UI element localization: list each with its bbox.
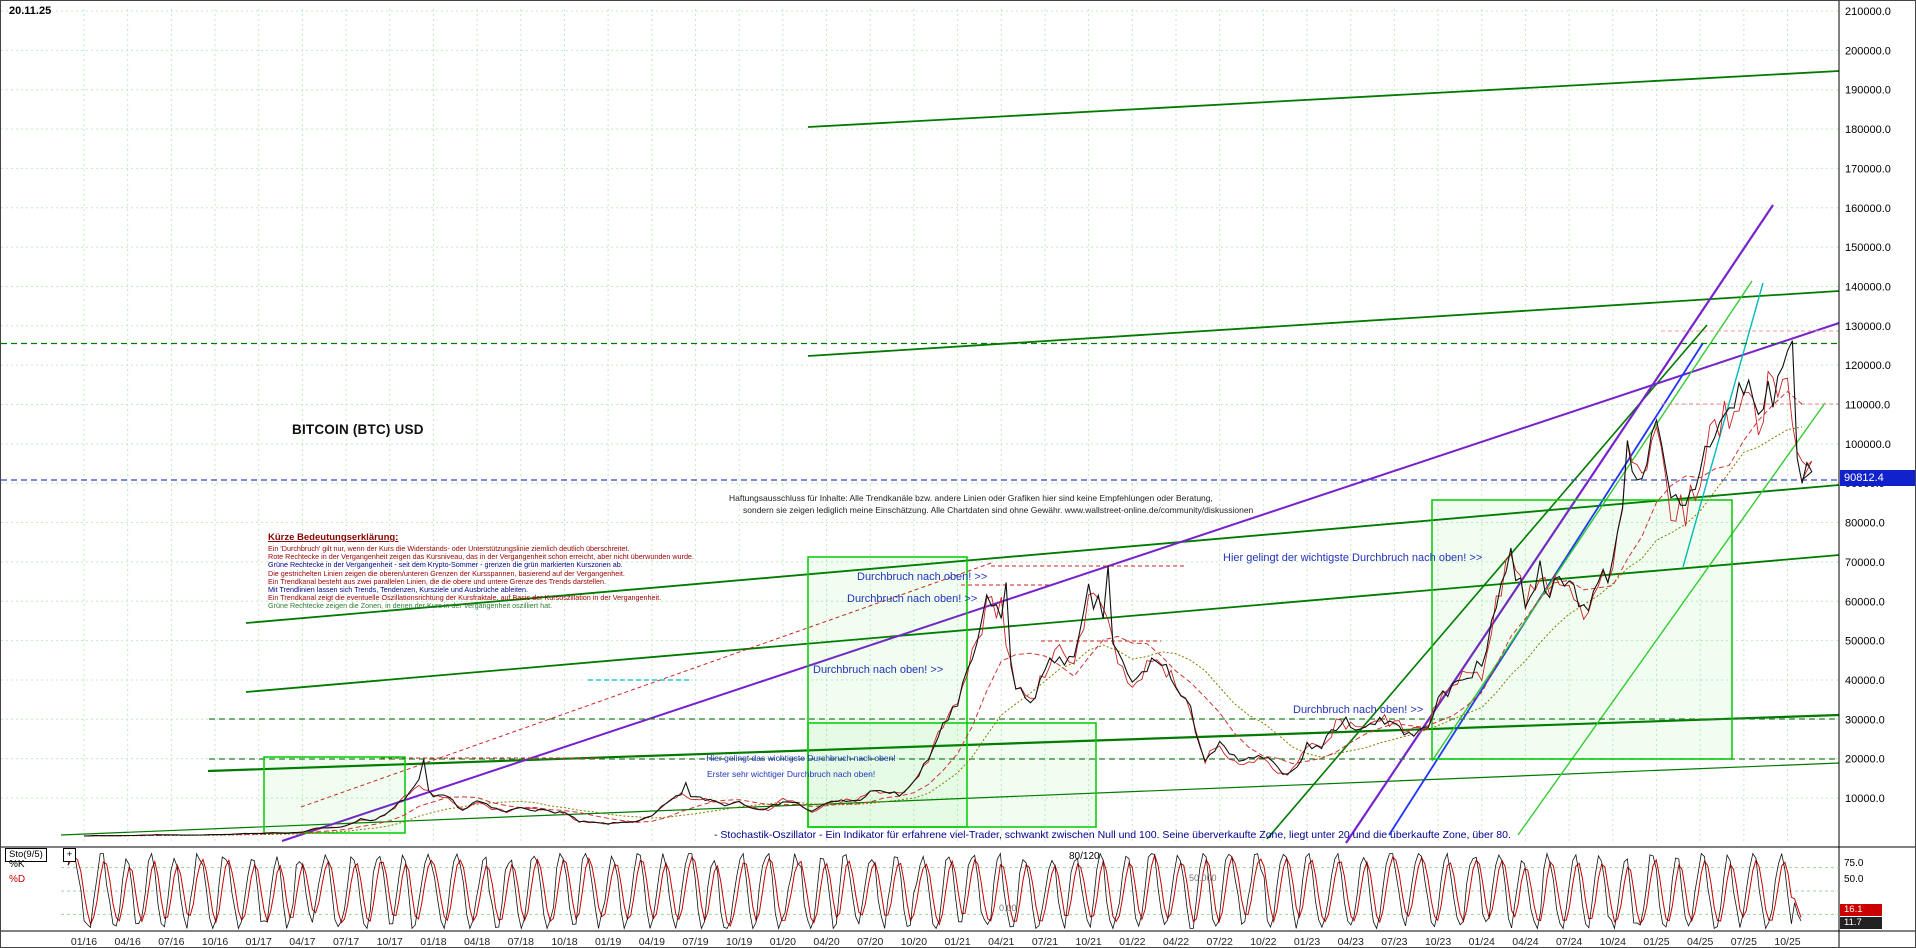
x-axis-label: 07/23 bbox=[1381, 936, 1407, 948]
x-axis-label: 01/17 bbox=[246, 936, 272, 948]
x-axis-label: 07/21 bbox=[1032, 936, 1058, 948]
x-axis-label: 07/17 bbox=[333, 936, 359, 948]
x-axis-label: 10/21 bbox=[1075, 936, 1101, 948]
y-axis-label: 150000.0 bbox=[1845, 242, 1891, 254]
trend-line bbox=[1682, 282, 1764, 568]
x-axis-label: 01/24 bbox=[1469, 936, 1495, 948]
x-axis-label: 10/23 bbox=[1425, 936, 1451, 948]
y-axis-label: 190000.0 bbox=[1845, 85, 1891, 97]
price-series-black bbox=[83, 340, 1813, 837]
x-axis-label: 01/20 bbox=[770, 936, 796, 948]
y-axis-label: 40000.0 bbox=[1845, 675, 1885, 687]
y-axis-label: 180000.0 bbox=[1845, 124, 1891, 136]
trend-line bbox=[807, 290, 1840, 357]
trend-line bbox=[207, 713, 1840, 773]
zone-box bbox=[263, 756, 406, 834]
x-axis-label: 07/18 bbox=[508, 936, 534, 948]
x-axis-label: 07/20 bbox=[857, 936, 883, 948]
x-axis-label: 10/18 bbox=[551, 936, 577, 948]
zone-box bbox=[807, 556, 968, 828]
x-axis-label: 10/25 bbox=[1774, 936, 1800, 948]
dashed-line bbox=[300, 561, 995, 808]
x-axis-label: 01/18 bbox=[420, 936, 446, 948]
x-axis-label: 10/20 bbox=[901, 936, 927, 948]
x-axis-label: 01/16 bbox=[71, 936, 97, 948]
y-axis-label: 60000.0 bbox=[1845, 596, 1885, 608]
zone-box bbox=[807, 722, 1097, 828]
x-axis-label: 04/19 bbox=[639, 936, 665, 948]
y-axis-label: 200000.0 bbox=[1845, 45, 1891, 57]
trend-line bbox=[60, 762, 1840, 836]
moving-average-fast bbox=[83, 390, 1803, 837]
x-axis-label: 01/25 bbox=[1643, 936, 1669, 948]
moving-average-slow bbox=[83, 426, 1803, 837]
x-axis-label: 10/24 bbox=[1600, 936, 1626, 948]
x-axis-label: 04/23 bbox=[1338, 936, 1364, 948]
x-axis-label: 04/17 bbox=[289, 936, 315, 948]
x-axis-label: 01/22 bbox=[1119, 936, 1145, 948]
zone-box bbox=[1431, 499, 1733, 760]
trend-line bbox=[1517, 402, 1826, 836]
x-axis-label: 10/22 bbox=[1250, 936, 1276, 948]
x-axis-label: 04/18 bbox=[464, 936, 490, 948]
y-axis-label: 20000.0 bbox=[1845, 754, 1885, 766]
trend-line bbox=[245, 554, 1840, 693]
x-axis-label: 10/17 bbox=[377, 936, 403, 948]
y-axis-label: 170000.0 bbox=[1845, 163, 1891, 175]
y-axis-label: 100000.0 bbox=[1845, 439, 1891, 451]
y-axis-label: 80000.0 bbox=[1845, 518, 1885, 530]
y-axis-label: 70000.0 bbox=[1845, 557, 1885, 569]
x-axis-label: 01/23 bbox=[1294, 936, 1320, 948]
y-axis-label: 30000.0 bbox=[1845, 714, 1885, 726]
y-axis-label: 160000.0 bbox=[1845, 203, 1891, 215]
trend-line bbox=[1266, 324, 1708, 840]
x-axis-label: 07/22 bbox=[1207, 936, 1233, 948]
x-axis-label: 10/16 bbox=[202, 936, 228, 948]
y-axis-label: 90000.0 bbox=[1845, 478, 1885, 490]
stochastic-indicator-button[interactable]: Sto(9/5) bbox=[5, 848, 47, 862]
y-axis-label: 130000.0 bbox=[1845, 321, 1891, 333]
x-axis-label: 04/25 bbox=[1687, 936, 1713, 948]
x-axis-label: 04/24 bbox=[1512, 936, 1538, 948]
x-axis-label: 04/20 bbox=[813, 936, 839, 948]
oscillator-k-line bbox=[67, 852, 1802, 930]
x-axis-label: 07/25 bbox=[1731, 936, 1757, 948]
x-axis-label: 01/19 bbox=[595, 936, 621, 948]
x-axis-label: 07/16 bbox=[158, 936, 184, 948]
trend-line bbox=[1431, 280, 1753, 762]
x-axis-label: 04/21 bbox=[988, 936, 1014, 948]
y-axis-label: 50000.0 bbox=[1845, 636, 1885, 648]
y-axis-label: 10000.0 bbox=[1845, 793, 1885, 805]
y-axis-label: 210000.0 bbox=[1845, 6, 1891, 18]
trend-line bbox=[807, 70, 1840, 128]
x-axis-label: 04/22 bbox=[1163, 936, 1189, 948]
y-axis-label: 120000.0 bbox=[1845, 360, 1891, 372]
trend-line bbox=[1345, 204, 1774, 844]
y-axis-label: 140000.0 bbox=[1845, 281, 1891, 293]
x-axis-label: 10/19 bbox=[726, 936, 752, 948]
add-indicator-button[interactable]: + bbox=[63, 848, 76, 862]
x-axis-label: 04/16 bbox=[115, 936, 141, 948]
trend-line bbox=[245, 484, 1840, 624]
oscillator-d-line bbox=[67, 853, 1802, 927]
x-axis-label: 07/19 bbox=[682, 936, 708, 948]
trend-line bbox=[281, 322, 1840, 842]
x-axis-label: 07/24 bbox=[1556, 936, 1582, 948]
x-axis-label: 01/21 bbox=[944, 936, 970, 948]
y-axis-label: 110000.0 bbox=[1845, 400, 1890, 412]
